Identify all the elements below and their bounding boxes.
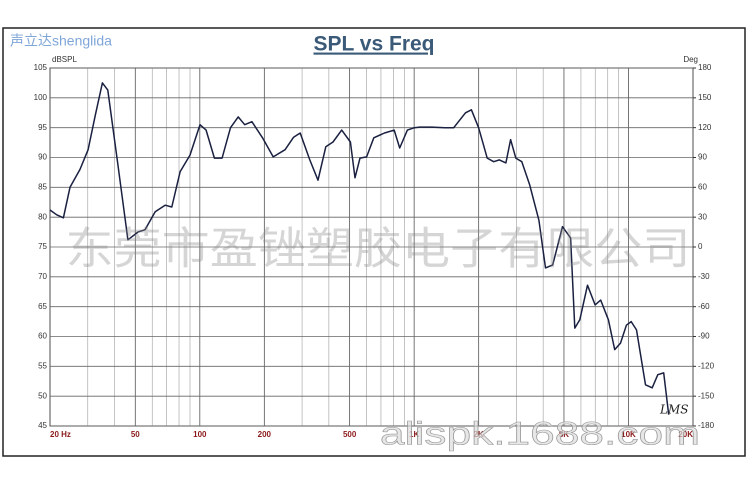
x-tick-label: 20K: [678, 430, 693, 439]
x-tick-label: 20 Hz: [50, 430, 71, 439]
x-tick-label: 100: [193, 430, 207, 439]
y-tick-label: 75: [38, 242, 47, 251]
x-tick-label: 50: [131, 430, 140, 439]
watermark: alispk.1688.com: [380, 415, 700, 451]
y-tick-label: 50: [38, 391, 47, 400]
y-tick-label: 105: [34, 63, 48, 72]
y2-tick-label: 60: [698, 182, 707, 191]
y-tick-label: 65: [38, 302, 47, 311]
x-tick-label: 200: [258, 430, 272, 439]
y2-tick-label: -120: [698, 361, 715, 370]
y-tick-label: 100: [34, 93, 48, 102]
y2-tick-label: -180: [698, 421, 715, 430]
y2-axis-label: Deg: [683, 55, 698, 64]
y2-tick-label: 180: [698, 63, 712, 72]
y2-tick-label: -150: [698, 391, 715, 400]
y2-tick-label: -30: [698, 272, 710, 281]
watermark: 声立达shenglida: [10, 33, 112, 49]
y2-tick-label: -90: [698, 332, 710, 341]
y-tick-label: 85: [38, 182, 47, 191]
y-tick-label: 95: [38, 123, 47, 132]
y2-tick-label: 150: [698, 93, 712, 102]
y-tick-label: 90: [38, 153, 47, 162]
y2-tick-label: 90: [698, 153, 707, 162]
x-tick-label: 500: [343, 430, 357, 439]
chart-title: SPL vs Freq: [314, 33, 435, 56]
line-series: [49, 82, 670, 415]
x-tick-label: 5K: [559, 430, 569, 439]
watermark: 东莞市盈锉塑胶电子有限公司: [66, 225, 691, 274]
y-tick-label: 45: [38, 421, 47, 430]
y-tick-label: 80: [38, 212, 47, 221]
y-tick-label: 70: [38, 272, 47, 281]
y2-tick-label: 30: [698, 212, 707, 221]
x-tick-label: 10K: [621, 430, 636, 439]
annotation: LMS: [659, 403, 688, 417]
x-tick-label: 1K: [409, 430, 419, 439]
y-tick-label: 60: [38, 332, 47, 341]
y2-tick-label: 0: [698, 242, 703, 251]
y-tick-label: 55: [38, 361, 47, 370]
x-tick-label: 2K: [474, 430, 484, 439]
y2-tick-label: -60: [698, 302, 710, 311]
y-axis-label: dBSPL: [52, 55, 77, 64]
y2-tick-label: 120: [698, 123, 712, 132]
